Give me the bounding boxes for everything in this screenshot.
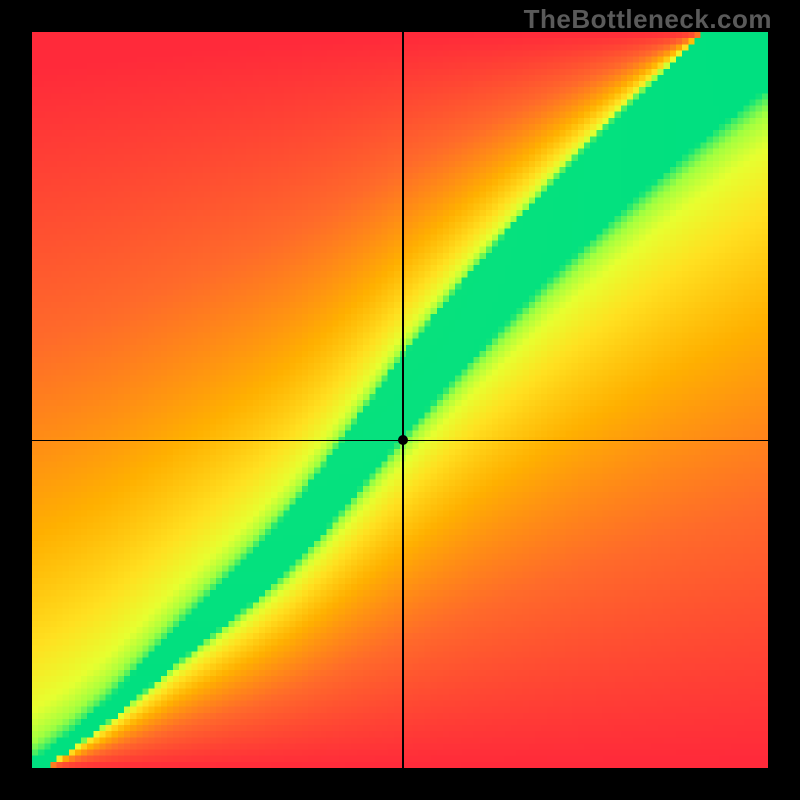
bottleneck-heatmap (32, 32, 768, 768)
watermark-text: TheBottleneck.com (524, 4, 772, 35)
crosshair-vertical (402, 32, 404, 768)
